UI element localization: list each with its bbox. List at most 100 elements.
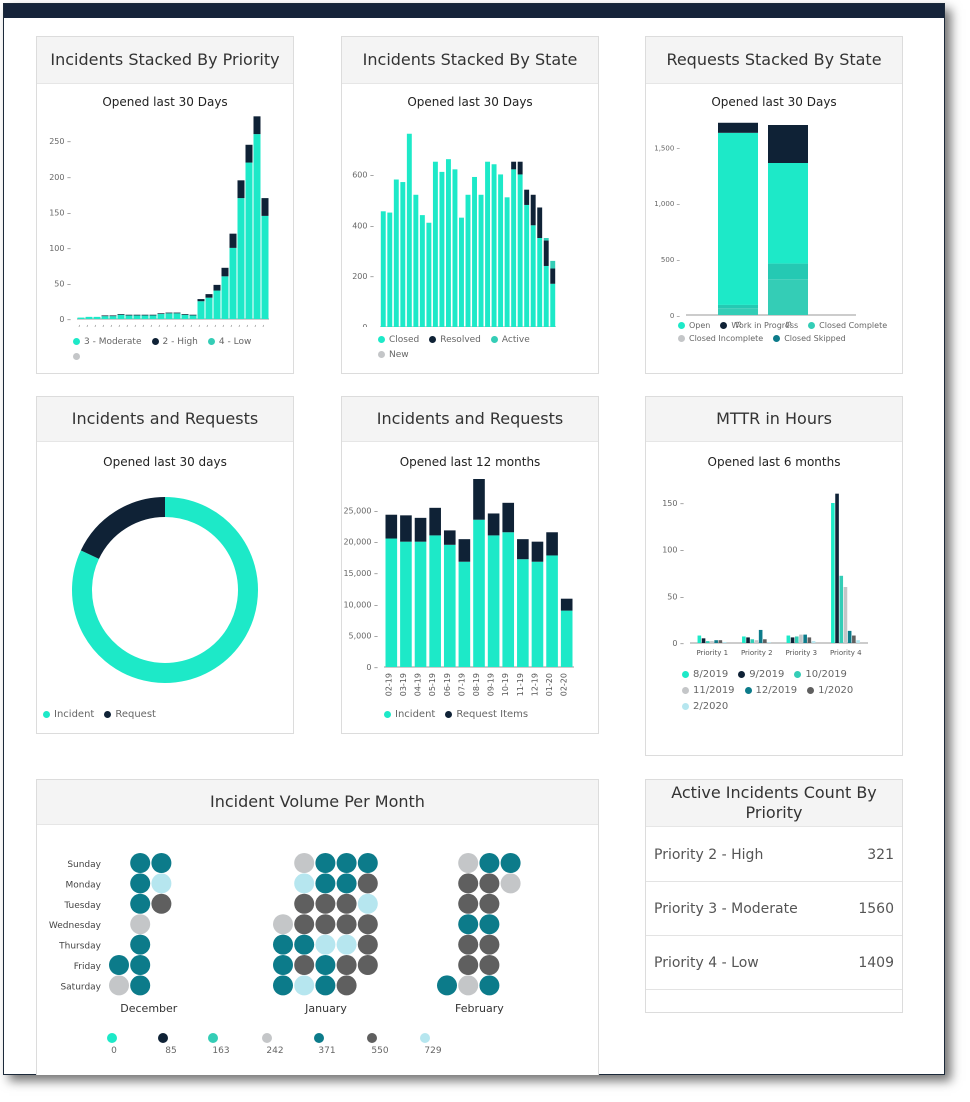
x-tick-label: 11-19	[516, 673, 525, 696]
bar-segment	[537, 207, 543, 238]
legend-item[interactable]: Closed	[378, 333, 419, 348]
day-cell	[458, 955, 479, 975]
day-cell	[479, 914, 500, 935]
bar-segment	[768, 163, 808, 264]
bar-segment	[768, 279, 808, 315]
legend-item[interactable]: Request	[104, 709, 156, 720]
bar-segment	[149, 314, 157, 316]
legend-item[interactable]: Resolved	[429, 333, 481, 348]
bar-segment	[253, 116, 261, 135]
legend-item[interactable]: New	[378, 348, 409, 363]
day-cell	[151, 873, 172, 894]
legend-item[interactable]: 2/2020	[682, 699, 728, 715]
day-cell	[357, 853, 378, 873]
legend-label: New	[389, 350, 409, 360]
x-tick-label: 02-20	[560, 673, 569, 696]
bar-segment	[487, 513, 500, 536]
legend-item[interactable]	[73, 350, 84, 365]
legend-item[interactable]: 12/2019	[744, 683, 797, 699]
bar-segment	[718, 122, 758, 133]
bar-segment	[205, 297, 213, 319]
y-tick-label: 1,500 –	[654, 144, 680, 152]
legend-swatch	[73, 353, 80, 360]
bar-segment	[517, 559, 529, 667]
bar	[722, 642, 727, 643]
bar-segment	[517, 174, 523, 327]
x-tick-label: 07-19	[457, 673, 466, 696]
legend-item[interactable]: 10/2019	[794, 667, 847, 683]
legend-item[interactable]: Open	[678, 319, 710, 332]
legend-item[interactable]: Closed Skipped	[773, 332, 846, 345]
bar-segment	[445, 159, 451, 327]
panel-incidents-by-state: Incidents Stacked By State Opened last 3…	[341, 36, 599, 374]
bar-segment	[511, 161, 517, 170]
bar-segment	[530, 194, 536, 226]
weekday-label: Thursday	[58, 942, 102, 952]
priority-row[interactable]: Priority 4 - Low 1409	[646, 935, 902, 990]
weekday-label: Tuesday	[63, 901, 101, 911]
legend-item[interactable]: 2 - High	[151, 335, 198, 350]
bar-segment	[173, 312, 181, 314]
scale-swatch	[314, 1033, 324, 1043]
x-tick-label: Priority 1	[696, 649, 728, 657]
x-tick-label: ——	[226, 324, 235, 327]
x-tick-label: Priority 2	[741, 649, 773, 657]
legend-item[interactable]: 1/2020	[807, 683, 853, 699]
bar-segment	[560, 598, 573, 611]
bar-segment	[93, 316, 101, 319]
bar	[843, 587, 848, 643]
legend-item[interactable]: 9/2019	[738, 667, 784, 683]
x-tick-label: Priority 4	[830, 649, 862, 657]
weekday-label: Monday	[65, 880, 101, 890]
priority-count: 1409	[858, 955, 894, 971]
bar-segment	[491, 164, 497, 327]
bar-segment	[141, 314, 149, 316]
bar-segment	[117, 314, 125, 319]
bar-segment	[443, 530, 456, 545]
bar-segment	[380, 211, 386, 327]
incidents-by-state-chart: 0 –200 –400 –600 –——————————————————————…	[352, 133, 556, 327]
day-cell	[294, 934, 315, 955]
bar-segment	[432, 161, 438, 327]
legend-item[interactable]: 4 - Low	[207, 335, 251, 350]
bar-segment	[385, 538, 398, 667]
legend-swatch	[720, 322, 728, 329]
legend-item[interactable]: Closed Complete	[808, 319, 887, 332]
day-cell	[336, 914, 357, 935]
month-label: January	[304, 1002, 347, 1015]
panel-title: Requests Stacked By State	[646, 37, 902, 84]
priority-row[interactable]: Priority 3 - Moderate 1560	[646, 881, 902, 936]
x-tick-label: ——	[154, 324, 163, 327]
legend-item[interactable]: Work in Progress	[720, 319, 798, 332]
bar-segment	[189, 314, 197, 316]
day-cell	[479, 853, 500, 873]
legend-item[interactable]: Closed Incomplete	[678, 332, 763, 345]
bar-segment	[141, 315, 149, 319]
bar-segment	[101, 315, 109, 317]
day-cell	[357, 934, 378, 955]
y-tick-label: 5,000 –	[349, 632, 378, 641]
day-cell	[336, 893, 357, 914]
day-cell	[500, 873, 521, 894]
x-tick-label: ——	[170, 324, 179, 327]
bar-segment	[413, 194, 419, 327]
chart-legend: Open Work in Progress Closed Complete Close…	[678, 319, 898, 345]
legend-item[interactable]: Incident	[43, 709, 94, 720]
panel-incidents-requests-donut: Incidents and Requests Opened last 30 da…	[36, 396, 294, 734]
legend-item[interactable]: 3 - Moderate	[73, 335, 142, 350]
legend-item[interactable]: Active	[490, 333, 530, 348]
legend-label: 9/2019	[749, 669, 785, 680]
bar	[697, 635, 702, 643]
legend-item[interactable]: Request Items	[445, 709, 528, 720]
legend-swatch	[682, 686, 689, 694]
day-cell	[458, 853, 479, 873]
legend-item[interactable]: 8/2019	[682, 667, 728, 683]
day-cell	[458, 975, 479, 996]
legend-item[interactable]: Incident	[384, 709, 435, 720]
x-tick-label: 06-19	[443, 673, 452, 696]
day-cell	[130, 853, 151, 873]
bar-segment	[511, 169, 517, 327]
legend-label: 2 - High	[162, 337, 198, 347]
legend-item[interactable]: 11/2019	[682, 683, 735, 699]
priority-row[interactable]: Priority 2 - High 321	[646, 827, 902, 882]
